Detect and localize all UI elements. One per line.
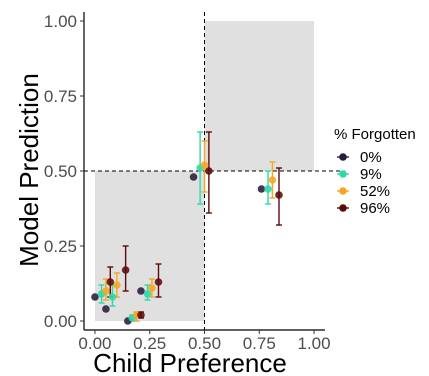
y-tick-label-5: 1.00 [44,12,77,31]
x-tick-label-5: 1.00 [297,334,330,353]
legend: % Forgotten 0%9%52%96% [334,126,416,217]
shaded-region-2 [204,21,315,171]
data-point-4-5 [205,167,213,175]
data-point-1-2 [102,305,110,313]
plot-panel [84,12,345,330]
legend-label-1: 0% [360,149,382,166]
legend-title: % Forgotten [334,126,416,143]
data-point-4-3 [137,311,145,319]
data-point-2-6 [264,185,272,193]
data-point-1-6 [257,185,266,193]
data-point-4-4 [154,278,163,286]
legend-key-3 [339,187,347,195]
data-point-2-2 [108,293,117,301]
data-point-1-5 [189,173,198,181]
legend-key-2 [339,170,347,178]
x-tick-label-2: 0.25 [133,334,166,353]
data-point-1-1 [91,293,99,301]
x-tick-label-1: 0.00 [78,334,111,353]
data-point-3-2 [113,281,121,289]
data-point-1-4 [137,287,145,295]
axes: 0.00 0.25 0.50 0.75 1.00 0.00 0.25 0.50 0.75 1.00 [44,12,331,353]
data-point-2-4 [143,290,152,298]
data-point-3-5 [200,161,209,169]
data-point-3-6 [268,176,277,184]
data-point-4-1 [106,278,115,286]
y-axis-title: Model Prediction [14,73,44,267]
data-point-4-6 [275,191,283,199]
legend-key-4 [339,204,347,212]
y-tick-label-1: 0.00 [44,312,77,331]
data-point-3-4 [148,284,156,292]
data-point-3-1 [102,287,110,295]
x-tick-label-4: 0.75 [243,334,276,353]
legend-label-4: 96% [360,200,390,217]
legend-key-1 [339,153,347,161]
y-tick-label-2: 0.25 [44,237,77,256]
x-axis-title: Child Preference [93,348,287,376]
data-marks [91,131,283,325]
legend-label-3: 52% [360,183,390,200]
y-tick-label-3: 0.50 [44,162,77,181]
y-tick-label-4: 0.75 [44,87,77,106]
data-point-4-2 [121,266,130,274]
x-tick-label-3: 0.50 [188,334,221,353]
legend-label-2: 9% [360,166,382,183]
